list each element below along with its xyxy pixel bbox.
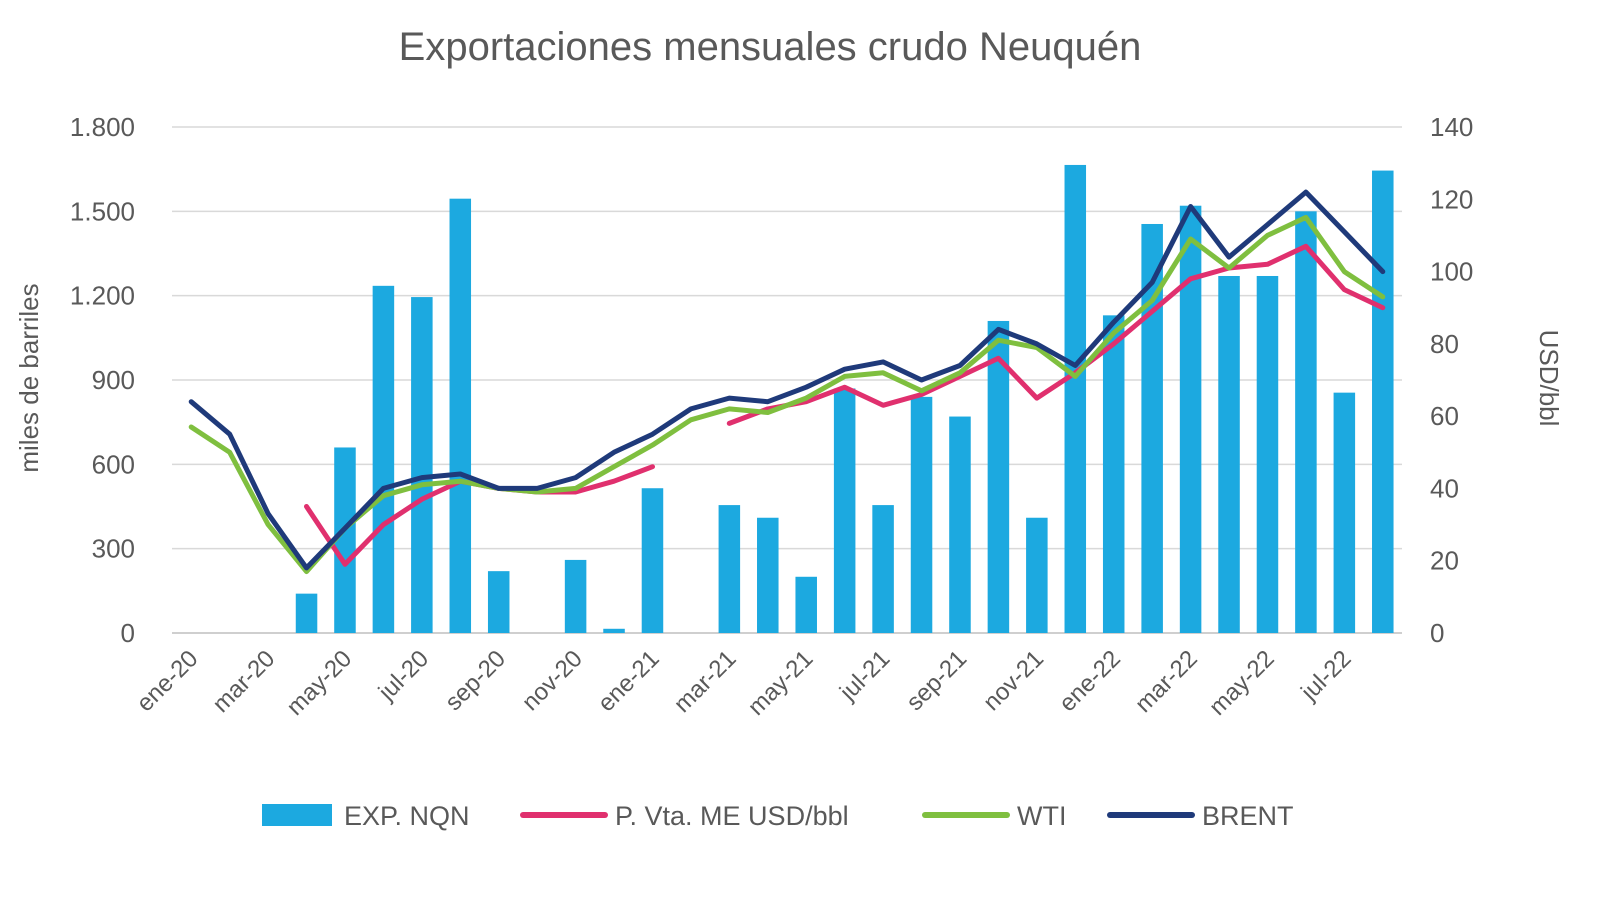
y2-tick-label: 20 (1430, 546, 1459, 576)
x-axis-ticks: ene-20 mar-20 may-20 jul-20 sep-20 nov-20 ene-… (132, 645, 1357, 721)
bar (757, 517, 779, 633)
y2-tick-label: 0 (1430, 618, 1444, 648)
y2-tick-label: 40 (1430, 473, 1459, 503)
x-tick-label: nov-20 (517, 645, 588, 716)
x-tick-label: may-21 (743, 645, 819, 721)
line-series (188, 189, 1386, 575)
legend-label: P. Vta. ME USD/bbl (615, 801, 849, 831)
x-tick-label: mar-22 (1130, 645, 1203, 718)
y-tick-label: 1.500 (70, 196, 135, 226)
y-tick-label: 900 (92, 365, 135, 395)
x-tick-label: sep-20 (440, 645, 511, 716)
y-tick-label: 300 (92, 534, 135, 564)
legend-label: WTI (1017, 801, 1066, 831)
x-tick-label: jul-21 (834, 645, 895, 706)
chart-title: Exportaciones mensuales crudo Neuquén (399, 25, 1142, 69)
x-tick-label: ene-21 (593, 645, 665, 717)
y-tick-label: 0 (121, 618, 135, 648)
bar (795, 576, 817, 633)
y-tick-label: 1.800 (70, 112, 135, 142)
x-tick-label: may-22 (1204, 645, 1280, 721)
bar (1141, 223, 1163, 633)
y2-axis-ticks: 0 20 40 60 80 100 120 140 (1430, 112, 1473, 648)
y-tick-label: 1.200 (70, 281, 135, 311)
x-tick-label: mar-21 (669, 645, 742, 718)
bar (372, 285, 395, 633)
y2-tick-label: 60 (1430, 401, 1459, 431)
bar (603, 628, 625, 633)
bar (987, 320, 1010, 633)
bar (641, 488, 664, 633)
bar (487, 571, 510, 633)
bar (411, 297, 433, 633)
x-tick-label: mar-20 (207, 645, 280, 718)
x-tick-label: sep-21 (901, 645, 972, 716)
bar (833, 388, 856, 633)
gridlines (172, 126, 1402, 634)
series-line (188, 189, 1386, 571)
bar (295, 593, 318, 633)
legend-label: EXP. NQN (344, 801, 470, 831)
y2-tick-label: 80 (1430, 329, 1459, 359)
bar (1179, 205, 1202, 633)
bar (1256, 275, 1279, 633)
bar (910, 396, 933, 633)
y-axis-label: miles de barriles (14, 283, 44, 472)
y2-tick-label: 100 (1430, 257, 1473, 287)
y-axis-ticks: 0 300 600 900 1.200 1.500 1.800 (70, 112, 135, 648)
bar (949, 416, 971, 633)
series-line (188, 214, 1386, 575)
bar (564, 559, 587, 633)
x-tick-label: may-20 (282, 645, 358, 721)
x-tick-label: jul-20 (373, 645, 434, 706)
bar (1102, 315, 1125, 633)
x-tick-label: ene-20 (132, 645, 204, 717)
bar (449, 198, 472, 633)
y2-tick-label: 140 (1430, 112, 1473, 142)
x-tick-label: ene-22 (1054, 645, 1126, 717)
bar (1218, 275, 1240, 633)
x-tick-label: jul-22 (1295, 645, 1356, 706)
bar (334, 447, 356, 633)
bar-series (295, 164, 1394, 634)
bar (872, 505, 894, 633)
y-tick-label: 600 (92, 449, 135, 479)
bar (1064, 164, 1087, 633)
y2-tick-label: 120 (1430, 184, 1473, 214)
bar (1333, 392, 1356, 633)
bar (1026, 517, 1048, 633)
bar (718, 505, 741, 633)
series-line (726, 243, 1386, 426)
legend-swatch (262, 804, 332, 826)
y2-axis-label: USD/bbl (1534, 330, 1564, 427)
legend: EXP. NQN P. Vta. ME USD/bbl WTI BRENT (262, 801, 1294, 831)
x-tick-label: nov-21 (978, 645, 1049, 716)
bar (1295, 211, 1317, 634)
bar (1372, 170, 1394, 634)
legend-label: BRENT (1202, 801, 1294, 831)
